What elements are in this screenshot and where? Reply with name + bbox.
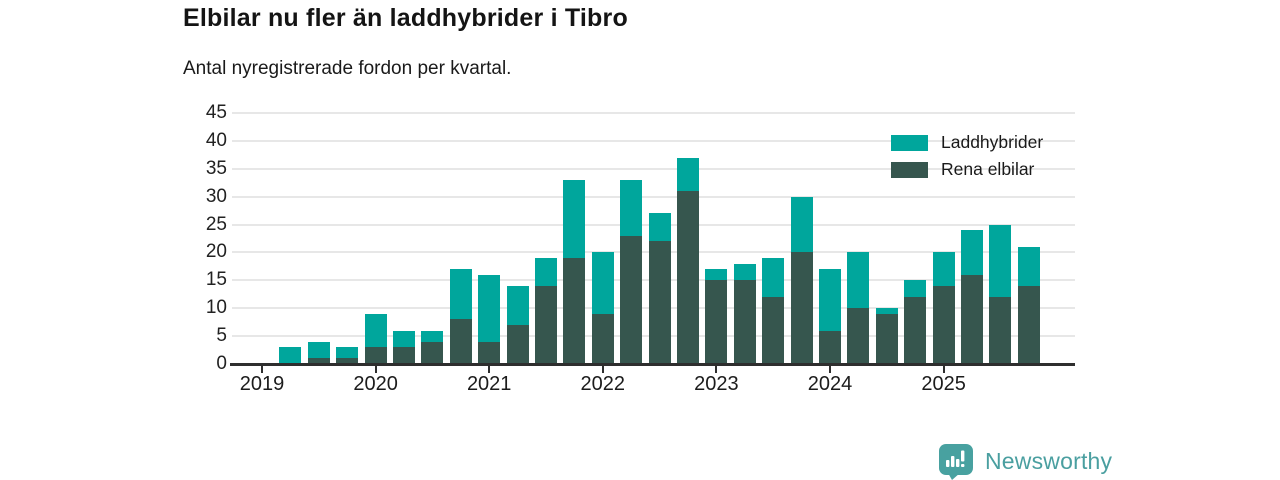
bar-segment-rena-elbilar	[648, 241, 671, 364]
bar-segment-laddhybrider	[620, 179, 643, 236]
bar-segment-laddhybrider	[535, 258, 557, 286]
bar-segment-rena-elbilar	[421, 341, 444, 364]
bar-segment-laddhybrider	[336, 347, 359, 359]
bar-segment-rena-elbilar	[762, 297, 785, 364]
bar-segment-rena-elbilar	[563, 258, 586, 364]
bar-segment-laddhybrider	[705, 269, 728, 281]
gridline-35	[232, 167, 1075, 170]
y-tick-label: 40	[205, 129, 227, 151]
bar-segment-laddhybrider	[932, 252, 955, 286]
chart-title: Elbilar nu fler än laddhybrider i Tibro	[183, 4, 628, 32]
bar-segment-rena-elbilar	[336, 358, 359, 364]
bar-segment-laddhybrider	[961, 230, 983, 275]
bar-segment-rena-elbilar	[591, 313, 614, 364]
gridline-30	[232, 195, 1075, 198]
y-tick-label: 15	[205, 269, 227, 291]
bar-segment-laddhybrider	[364, 313, 387, 348]
bar-segment-laddhybrider	[393, 330, 415, 348]
bar-segment-laddhybrider	[847, 252, 870, 309]
bar-segment-rena-elbilar	[961, 274, 983, 364]
bar-segment-laddhybrider	[506, 285, 529, 325]
y-tick-label: 30	[205, 185, 227, 207]
x-tick-2023	[715, 366, 718, 373]
bar-segment-rena-elbilar	[620, 235, 643, 364]
bar-chart-speech-bubble-icon	[939, 444, 973, 480]
x-tick-2019	[261, 366, 263, 373]
bar-segment-laddhybrider	[677, 157, 699, 192]
bar-segment-rena-elbilar	[847, 308, 870, 364]
x-tick-2022	[601, 366, 604, 373]
y-tick-label: 0	[216, 353, 227, 374]
bar-segment-rena-elbilar	[705, 280, 728, 364]
bar-segment-rena-elbilar	[364, 347, 387, 364]
chart-subtitle: Antal nyregistrerade fordon per kvartal.	[183, 58, 512, 79]
bar-segment-laddhybrider	[989, 224, 1012, 298]
bar-segment-rena-elbilar	[733, 280, 756, 364]
x-tick-label: 2020	[353, 373, 398, 395]
bar-segment-laddhybrider	[478, 274, 501, 342]
brand-name: Newsworthy	[985, 448, 1113, 474]
bar-segment-rena-elbilar	[677, 191, 699, 364]
bar-segment-laddhybrider	[1017, 246, 1040, 286]
bar-segment-laddhybrider	[733, 263, 756, 281]
y-tick-label: 25	[205, 213, 227, 235]
bar-segment-laddhybrider	[904, 280, 927, 298]
gridline-45	[232, 112, 1075, 114]
newsworthy-logo[interactable]: Newsworthy	[938, 443, 1112, 480]
x-tick-label: 2023	[694, 373, 739, 395]
bar-chart-plot-area	[232, 112, 1075, 364]
bar-segment-rena-elbilar	[478, 341, 501, 364]
y-tick-label: 10	[205, 297, 227, 319]
bar-segment-laddhybrider	[648, 213, 671, 242]
bar-segment-rena-elbilar	[875, 313, 898, 364]
x-tick-2021	[488, 366, 491, 373]
x-tick-label: 2024	[807, 373, 853, 395]
x-tick-label: 2022	[580, 373, 626, 395]
bar-segment-rena-elbilar	[307, 358, 330, 364]
y-tick-label: 5	[216, 325, 227, 347]
bar-segment-laddhybrider	[591, 252, 614, 314]
y-axis: 0 5 10 15 20 25 30 35 40 45	[140, 0, 227, 480]
legend-item-rena-elbilar: Rena elbilar	[891, 156, 1043, 183]
bar-segment-rena-elbilar	[790, 252, 813, 364]
bar-segment-laddhybrider	[875, 308, 898, 314]
bar-segment-laddhybrider	[449, 269, 472, 320]
bar-segment-rena-elbilar	[904, 297, 927, 364]
x-tick-label: 2021	[466, 373, 512, 395]
legend-label: Laddhybrider	[941, 132, 1044, 152]
bar-segment-rena-elbilar	[506, 324, 529, 364]
bar-segment-rena-elbilar	[393, 347, 415, 364]
y-tick-label: 35	[205, 157, 227, 179]
bar-segment-laddhybrider	[307, 341, 330, 359]
bar-segment-rena-elbilar	[535, 285, 557, 364]
x-axis-line	[230, 363, 1075, 366]
y-tick-label: 20	[205, 241, 227, 263]
bar-segment-rena-elbilar	[449, 319, 472, 364]
bar-segment-rena-elbilar	[989, 297, 1012, 364]
bar-segment-laddhybrider	[421, 330, 444, 342]
gridline-40	[232, 139, 1075, 142]
legend-swatch-laddhybrider	[891, 134, 928, 151]
x-tick-2020	[374, 366, 377, 373]
x-tick-2025	[942, 366, 945, 373]
legend-item-laddhybrider: Laddhybrider	[891, 129, 1043, 156]
bar-segment-rena-elbilar	[1017, 285, 1040, 364]
bar-segment-laddhybrider	[790, 196, 813, 253]
bar-segment-rena-elbilar	[819, 330, 841, 364]
y-tick-label: 45	[205, 102, 227, 123]
legend-swatch-rena-elbilar	[891, 161, 928, 178]
chart-legend: Laddhybrider Rena elbilar	[891, 129, 1043, 183]
bar-segment-rena-elbilar	[932, 285, 955, 364]
bar-segment-laddhybrider	[563, 179, 586, 259]
legend-label: Rena elbilar	[941, 159, 1035, 179]
x-tick-2024	[829, 366, 831, 373]
bar-segment-laddhybrider	[762, 258, 785, 298]
x-tick-label: 2025	[921, 373, 966, 395]
bar-segment-laddhybrider	[279, 347, 302, 364]
bar-segment-laddhybrider	[819, 269, 841, 331]
x-tick-label: 2019	[239, 373, 285, 395]
